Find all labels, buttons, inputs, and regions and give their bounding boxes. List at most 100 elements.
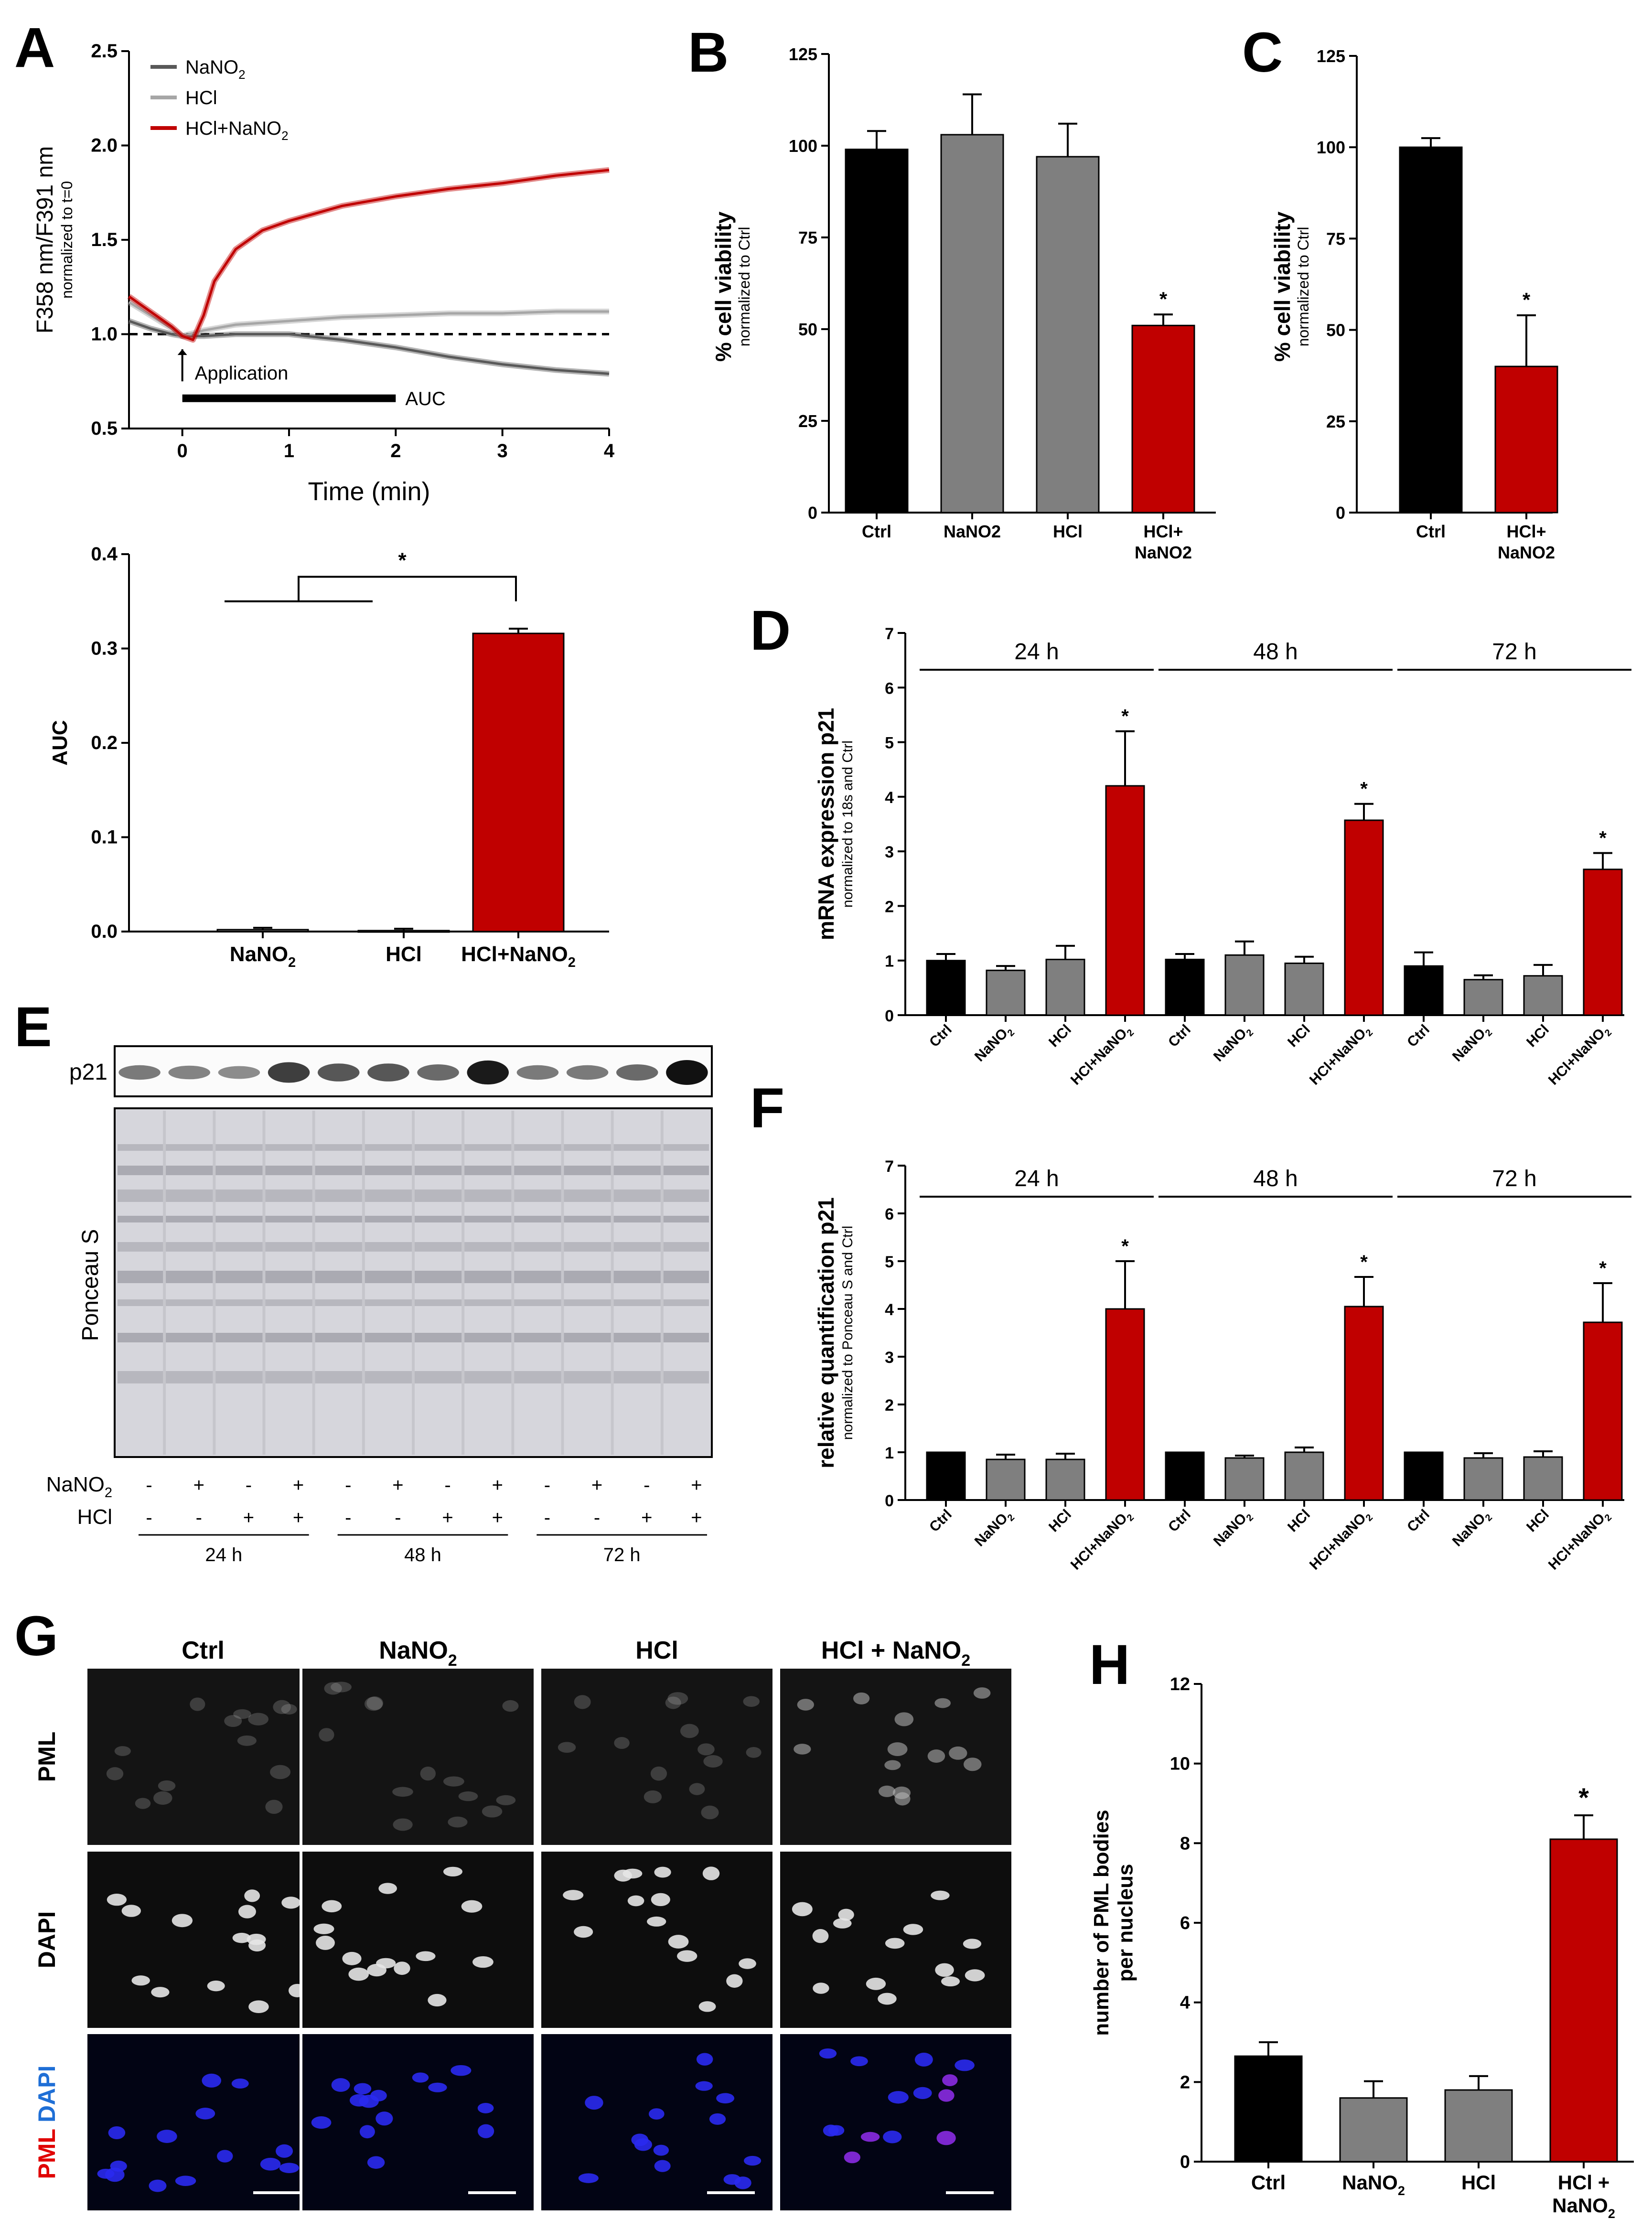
panel-label-F: F xyxy=(750,1077,784,1140)
G-micrograph xyxy=(777,2031,1014,2213)
D-ytick-label: 7 xyxy=(885,625,894,643)
E-hcl-sign: + xyxy=(691,1507,702,1528)
G-nucleus xyxy=(797,1699,814,1711)
G-nucleus xyxy=(443,1866,462,1877)
G-nucleus xyxy=(448,1816,468,1828)
B-significance: * xyxy=(1159,288,1168,310)
C-category-label: Ctrl xyxy=(1416,522,1446,541)
G-nucleus xyxy=(744,2155,762,2166)
G-nucleus xyxy=(443,1776,464,1787)
G-nucleus xyxy=(416,1951,436,1961)
B-ylabel-sub: normalized to Ctrl xyxy=(736,227,753,347)
G-nucleus xyxy=(451,2065,472,2076)
A-bottom-ytick-label: 0.2 xyxy=(91,732,118,753)
D-ytick-label: 5 xyxy=(885,734,894,752)
B-ytick-label: 75 xyxy=(798,228,817,247)
E-nano2-sign: + xyxy=(293,1475,304,1496)
panel-label-D: D xyxy=(750,599,791,662)
G-nucleus xyxy=(322,1900,342,1913)
G-nucleus xyxy=(963,1758,982,1771)
A-bottom-ytick-label: 0.0 xyxy=(91,921,118,942)
G-nucleus xyxy=(114,1746,131,1756)
C-category-label: NaNO2 xyxy=(1498,543,1555,562)
A-top-auc-label: AUC xyxy=(405,388,445,409)
G-nucleus xyxy=(231,2079,249,2089)
A-top-ytick-label: 2.5 xyxy=(91,41,118,62)
G-nucleus xyxy=(496,1795,516,1805)
F-bar xyxy=(1463,1457,1503,1501)
E-hcl-sign: - xyxy=(594,1507,600,1528)
F-group-label: 24 h xyxy=(1014,1166,1059,1191)
H-bar xyxy=(1339,2097,1408,2163)
G-nucleus xyxy=(237,1735,257,1746)
D-category-label: HCl+NaNO2 xyxy=(1068,1022,1136,1090)
G-micrograph xyxy=(538,1849,775,2031)
E-p21-band xyxy=(566,1065,609,1080)
E-nano2-sign: - xyxy=(146,1475,152,1496)
D-bar xyxy=(1045,958,1085,1016)
B-bar xyxy=(1036,156,1100,514)
A-bottom-category-label: HCl xyxy=(386,943,422,966)
G-nucleus xyxy=(913,2087,932,2099)
G-nucleus xyxy=(563,1890,584,1900)
F-ytick-label: 2 xyxy=(885,1396,894,1415)
G-nucleus xyxy=(955,2059,975,2071)
E-p21-blot-frame xyxy=(114,1045,713,1097)
E-hcl-sign: + xyxy=(243,1507,254,1528)
G-nucleus xyxy=(894,1712,914,1726)
G-nucleus xyxy=(689,1783,705,1795)
chart-H: 0 2 4 6 8 10 12 number of PML bodies per nucleus… xyxy=(1090,1674,1634,2221)
G-nucleus xyxy=(903,1924,923,1935)
G-nucleus xyxy=(650,1766,667,1781)
chart-F: 0 1 2 3 4 5 6 7 relative quantification p21 norma… xyxy=(814,1158,1631,1573)
C-ytick-label: 100 xyxy=(1317,138,1345,157)
F-category-label: Ctrl xyxy=(1165,1507,1194,1535)
G-nucleus xyxy=(644,1790,662,1803)
H-ytick-label: 6 xyxy=(1180,1913,1190,1933)
G-micrograph xyxy=(85,1849,322,2031)
D-ytick-label: 0 xyxy=(885,1007,894,1025)
G-nucleus xyxy=(135,1798,151,1809)
A-top-ytick-label: 1.5 xyxy=(91,229,118,250)
D-bar xyxy=(926,960,966,1016)
A-top-legend-label: NaNO2 xyxy=(185,57,246,82)
A-top-xtick-label: 1 xyxy=(284,440,294,461)
G-nucleus xyxy=(942,2074,958,2086)
B-ytick-label: 0 xyxy=(808,503,817,523)
G-nucleus xyxy=(879,1785,896,1797)
D-group-label: 24 h xyxy=(1014,639,1059,664)
G-micrograph xyxy=(300,1849,536,2031)
G-nucleus xyxy=(153,1791,172,1805)
F-bar xyxy=(1583,1321,1623,1501)
panel-label-G: G xyxy=(14,1605,58,1668)
G-nucleus xyxy=(716,2093,735,2104)
G-row-label: PML xyxy=(33,1732,60,1782)
G-nucleus xyxy=(885,1938,905,1949)
E-p21-band xyxy=(118,1065,161,1080)
D-group-label: 72 h xyxy=(1492,639,1536,664)
H-ytick-label: 2 xyxy=(1180,2072,1190,2092)
G-nucleus xyxy=(248,2000,269,2013)
H-ytick-label: 0 xyxy=(1180,2152,1190,2172)
E-nano2-sign: - xyxy=(544,1475,550,1496)
A-bottom-category-label: HCl+NaNO2 xyxy=(461,943,576,970)
G-nucleus xyxy=(647,1916,666,1927)
F-ytick-label: 1 xyxy=(885,1444,894,1462)
G-nucleus xyxy=(622,1868,643,1879)
G-nucleus xyxy=(850,2056,868,2067)
G-nucleus xyxy=(927,1749,945,1763)
D-bar xyxy=(1523,975,1563,1016)
F-group-label: 48 h xyxy=(1253,1166,1298,1191)
E-nano2-sign: + xyxy=(193,1475,204,1496)
F-bar xyxy=(1045,1458,1085,1501)
G-nucleus xyxy=(319,1728,334,1742)
B-ytick-label: 125 xyxy=(789,44,817,64)
E-nano2-sign: + xyxy=(392,1475,403,1496)
G-nucleus xyxy=(348,1967,369,1981)
D-ytick-label: 3 xyxy=(885,843,894,861)
G-nucleus xyxy=(574,1695,591,1709)
A-top-series-line xyxy=(128,169,610,341)
G-nucleus xyxy=(392,1787,413,1797)
G-nucleus xyxy=(106,1767,124,1780)
